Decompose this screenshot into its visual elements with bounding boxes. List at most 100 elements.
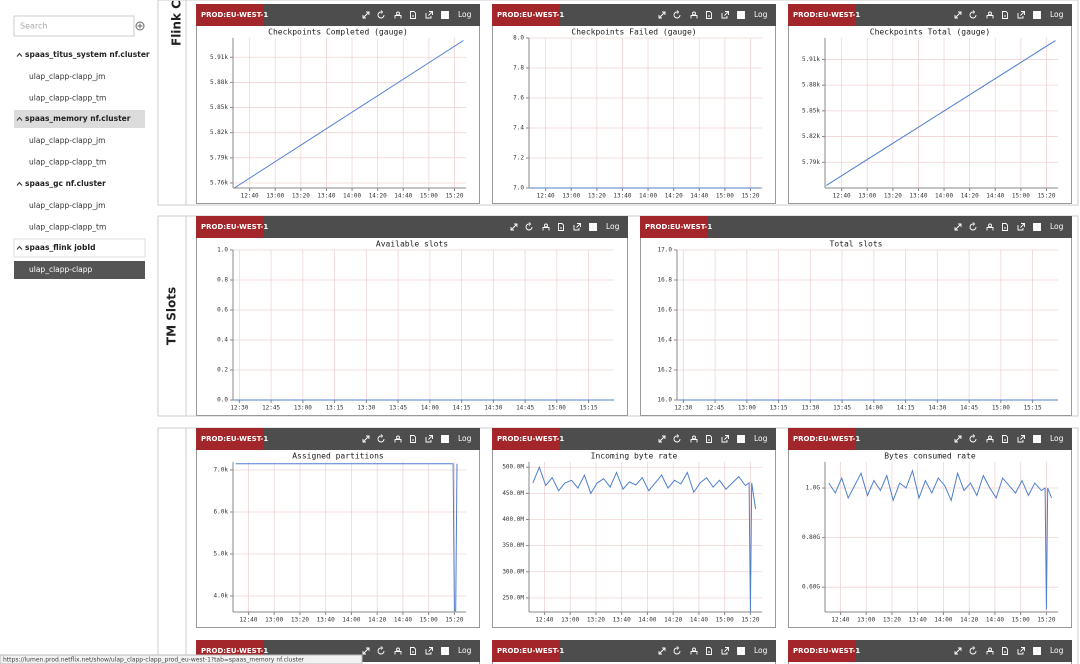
- toolbar-icon[interactable]: [362, 435, 370, 443]
- log-button[interactable]: Log: [458, 646, 472, 655]
- toolbar-icon[interactable]: [986, 223, 994, 231]
- tree-item[interactable]: ulap_clapp-clapp_jm: [29, 201, 105, 210]
- toolbar-icon[interactable]: [510, 223, 518, 231]
- x-tick-label: 14:40: [394, 193, 412, 200]
- tree-item[interactable]: ulap_clapp-clapp_tm: [29, 94, 106, 103]
- toolbar-icon[interactable]: [441, 11, 449, 19]
- toolbar-icon[interactable]: [954, 435, 962, 443]
- toolbar-icon[interactable]: [954, 223, 962, 231]
- toolbar-icon[interactable]: [706, 11, 712, 19]
- x-tick-label: 14:40: [986, 193, 1004, 200]
- toolbar-icon[interactable]: [1002, 223, 1008, 231]
- toolbar-icon[interactable]: [690, 435, 698, 443]
- toolbar-icon[interactable]: [690, 647, 698, 655]
- toolbar-icon[interactable]: [525, 222, 533, 231]
- group-name[interactable]: spaas_memory nf.cluster: [25, 114, 131, 123]
- toolbar-icon[interactable]: [969, 222, 977, 231]
- y-tick-label: 5.88k: [802, 82, 820, 89]
- toolbar-icon[interactable]: [362, 11, 370, 19]
- log-button[interactable]: Log: [1050, 646, 1064, 655]
- toolbar-icon[interactable]: [1033, 223, 1041, 231]
- toolbar-icon[interactable]: [425, 435, 433, 443]
- log-button[interactable]: Log: [1050, 222, 1064, 231]
- y-tick-label: 17.0: [658, 247, 673, 254]
- toolbar-icon[interactable]: [690, 11, 698, 19]
- log-button[interactable]: Log: [1050, 10, 1064, 19]
- env-badge: [196, 428, 264, 450]
- toolbar-icon[interactable]: [1017, 11, 1025, 19]
- tree-item[interactable]: ulap_clapp-clapp_jm: [29, 136, 105, 145]
- toolbar-icon[interactable]: [1017, 435, 1025, 443]
- log-button[interactable]: Log: [1050, 434, 1064, 443]
- log-button[interactable]: Log: [754, 646, 768, 655]
- toolbar-icon[interactable]: [737, 647, 745, 655]
- toolbar-icon[interactable]: [377, 10, 385, 19]
- toolbar-icon[interactable]: [573, 223, 581, 231]
- toolbar-icon[interactable]: [394, 435, 402, 443]
- toolbar-icon[interactable]: [721, 435, 729, 443]
- group-name[interactable]: spaas_flink jobId: [25, 243, 96, 252]
- log-button[interactable]: Log: [754, 434, 768, 443]
- tree-item[interactable]: ulap_clapp-clapp_jm: [29, 72, 105, 81]
- add-button[interactable]: [135, 21, 145, 31]
- toolbar-icon[interactable]: [1002, 435, 1008, 443]
- toolbar-icon[interactable]: [673, 646, 681, 655]
- toolbar-icon[interactable]: [589, 223, 597, 231]
- toolbar-icon[interactable]: [706, 647, 712, 655]
- log-button[interactable]: Log: [458, 10, 472, 19]
- toolbar-icon[interactable]: [673, 434, 681, 443]
- toolbar-icon[interactable]: [410, 11, 416, 19]
- toolbar-icon[interactable]: [986, 11, 994, 19]
- search-input[interactable]: [13, 15, 135, 37]
- tree-item[interactable]: ulap_clapp-clapp: [29, 265, 93, 274]
- toolbar-icon[interactable]: [706, 435, 712, 443]
- toolbar-icon[interactable]: [362, 647, 370, 655]
- toolbar-icon[interactable]: [394, 647, 402, 655]
- toolbar-icon[interactable]: [658, 11, 666, 19]
- toolbar-icon[interactable]: [986, 647, 994, 655]
- toolbar-icon[interactable]: [410, 647, 416, 655]
- toolbar-icon[interactable]: [441, 435, 449, 443]
- toolbar-icon[interactable]: [721, 11, 729, 19]
- toolbar-icon[interactable]: [954, 647, 962, 655]
- toolbar-icon[interactable]: [425, 11, 433, 19]
- toolbar-icon[interactable]: [410, 435, 416, 443]
- toolbar-icon[interactable]: [969, 10, 977, 19]
- group-name[interactable]: spaas_gc nf.cluster: [25, 179, 106, 188]
- toolbar-icon[interactable]: [377, 434, 385, 443]
- toolbar-icon[interactable]: [969, 646, 977, 655]
- log-button[interactable]: Log: [458, 434, 472, 443]
- chart-title: Checkpoints Completed (gauge): [268, 28, 408, 37]
- tree-item[interactable]: ulap_clapp-clapp_tm: [29, 223, 106, 232]
- toolbar-icon[interactable]: [1002, 11, 1008, 19]
- toolbar-icon[interactable]: [658, 647, 666, 655]
- toolbar-icon[interactable]: [969, 434, 977, 443]
- toolbar-icon[interactable]: [394, 11, 402, 19]
- log-button[interactable]: Log: [754, 10, 768, 19]
- toolbar-icon[interactable]: [441, 647, 449, 655]
- section-title: TM Slots: [165, 287, 179, 345]
- toolbar-icon[interactable]: [673, 10, 681, 19]
- toolbar-icon[interactable]: [1002, 647, 1008, 655]
- toolbar-icon[interactable]: [737, 11, 745, 19]
- toolbar-icon[interactable]: [377, 646, 385, 655]
- toolbar-icon[interactable]: [737, 435, 745, 443]
- toolbar-icon[interactable]: [954, 11, 962, 19]
- toolbar-icon[interactable]: [1033, 647, 1041, 655]
- toolbar-icon[interactable]: [1033, 11, 1041, 19]
- toolbar-icon[interactable]: [425, 647, 433, 655]
- tree-item[interactable]: ulap_clapp-clapp_tm: [29, 158, 106, 167]
- y-tick-label: 7.2: [513, 155, 524, 162]
- toolbar-icon[interactable]: [658, 435, 666, 443]
- toolbar-icon[interactable]: [1017, 223, 1025, 231]
- toolbar-icon[interactable]: [558, 223, 564, 231]
- env-label: PROD:EU-WEST-1: [201, 647, 268, 655]
- toolbar-icon[interactable]: [721, 647, 729, 655]
- log-button[interactable]: Log: [606, 222, 620, 231]
- toolbar-icon[interactable]: [542, 223, 550, 231]
- toolbar-icon[interactable]: [1033, 435, 1041, 443]
- toolbar-icon[interactable]: [1017, 647, 1025, 655]
- x-tick-label: 14:00: [342, 617, 360, 624]
- toolbar-icon[interactable]: [986, 435, 994, 443]
- group-name[interactable]: spaas_titus_system nf.cluster: [25, 50, 150, 59]
